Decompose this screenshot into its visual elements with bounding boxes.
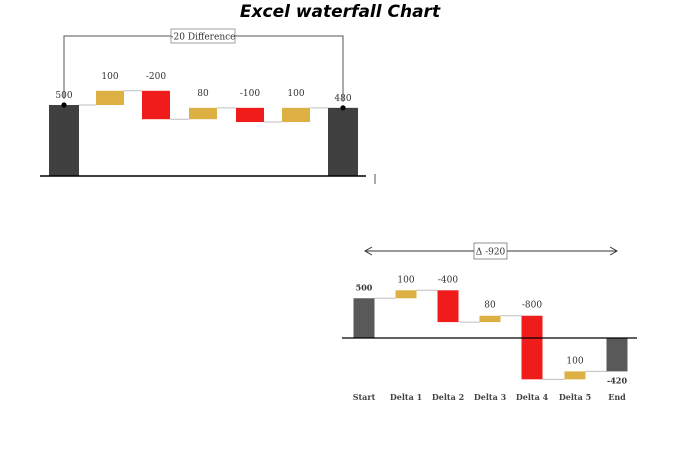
decrease-bar (521, 315, 543, 380)
total-bar (606, 338, 628, 372)
total-bar (49, 105, 79, 176)
data-label: 500 (356, 282, 373, 292)
total-marker (340, 105, 346, 111)
category-label: Delta 5 (559, 392, 591, 402)
data-label: 100 (397, 275, 414, 285)
data-label: 100 (101, 72, 118, 82)
delta-label: Δ -920 (476, 248, 506, 258)
data-label: 100 (566, 356, 583, 366)
data-label: -420 (607, 375, 627, 385)
difference-box (170, 28, 236, 44)
data-label: 100 (287, 89, 304, 99)
data-label: -200 (146, 72, 166, 82)
category-label: Delta 4 (516, 392, 549, 402)
data-label: -800 (522, 301, 542, 311)
data-label: -400 (438, 275, 458, 285)
category-label: Delta 3 (474, 392, 507, 402)
data-label: 80 (484, 301, 496, 311)
category-label: Delta 2 (432, 392, 464, 402)
increase-bar (189, 107, 217, 120)
increase-bar (395, 290, 417, 299)
total-bar (328, 107, 358, 176)
decrease-bar (236, 107, 264, 123)
category-label: End (608, 392, 626, 402)
decrease-bar (437, 290, 459, 323)
total-marker (61, 102, 67, 108)
total-bar (353, 298, 375, 338)
category-label: Start (353, 392, 376, 402)
difference-label: -20 Difference (171, 33, 236, 43)
delta-box (473, 242, 508, 260)
page-title: Excel waterfall Chart (239, 2, 441, 22)
category-label: Delta 1 (390, 392, 422, 402)
increase-bar (282, 107, 310, 123)
increase-bar (479, 315, 501, 323)
increase-bar (564, 371, 586, 380)
increase-bar (96, 90, 124, 105)
data-label: 80 (197, 89, 209, 99)
arrow-left-icon (363, 246, 373, 256)
arrow-right-icon (609, 246, 619, 256)
data-label: -100 (240, 89, 260, 99)
decrease-bar (142, 90, 170, 120)
